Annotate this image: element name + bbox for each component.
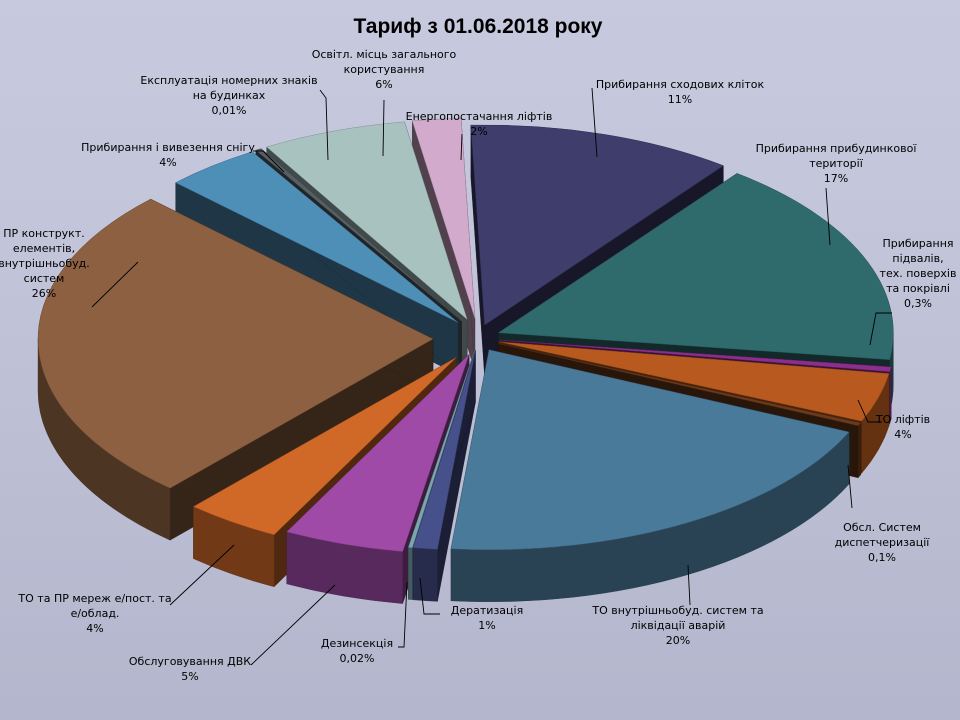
slice-labels: Прибирання сходових кліток 11%Прибирання … — [0, 48, 956, 683]
slice-label-line: ТО та ПР мереж е/пост. та — [17, 592, 171, 605]
slice-label-line: на будинках — [193, 89, 266, 102]
leader-line-2 — [825, 187, 831, 246]
leader-line-9 — [250, 584, 336, 666]
slice-label-5: Обсл. Систем диспетчеризації 0,1% — [835, 521, 931, 564]
slice-value-label: 17% — [824, 172, 848, 185]
slice-value-label: 0,1% — [868, 551, 896, 564]
slice-label-line: території — [809, 157, 863, 170]
slice-label-line: Обсл. Систем — [843, 521, 921, 534]
slice-value-label: 0,02% — [340, 652, 375, 665]
slice-value-label: 6% — [375, 78, 392, 91]
slice-label-1: Прибирання сходових кліток 11% — [596, 78, 765, 106]
slice-value-label: 20% — [666, 634, 690, 647]
slice-label-line: Прибирання сходових кліток — [596, 78, 765, 91]
pie-slice-7 — [412, 350, 476, 602]
pie-slices — [37, 118, 894, 604]
leader-line-11 — [91, 261, 139, 308]
slice-label-4: ТО ліфтів 4% — [875, 413, 930, 441]
slice-value-label: 26% — [32, 287, 56, 300]
slice-label-line: внутрішньобуд. — [0, 257, 90, 270]
slice-value-label: 5% — [181, 670, 198, 683]
slice-label-line: елементів, — [13, 242, 75, 255]
slice-label-line: користування — [344, 63, 425, 76]
leader-line-7 — [419, 577, 440, 615]
slice-value-label: 2% — [470, 125, 487, 138]
leader-line-10 — [169, 544, 235, 606]
slice-label-line: Обслуговування ДВК — [129, 655, 251, 668]
slice-label-14: Освітл. місць загального користування 6% — [312, 48, 457, 91]
slice-label-7: Дератизація 1% — [451, 604, 523, 632]
slice-label-3: Прибирання підвалів, тех. поверхів та покрі… — [880, 237, 957, 310]
slice-label-line: ПР конструкт. — [3, 227, 84, 240]
slice-label-10: ТО та ПР мереж е/пост. та е/облад. 4% — [17, 592, 171, 635]
slice-label-line: Освітл. місць загального — [312, 48, 457, 61]
slice-value-label: 4% — [86, 622, 103, 635]
pie-slice-6 — [450, 349, 850, 602]
slice-label-13: Експлуатація номерних знаків на будинках 0… — [140, 74, 317, 117]
slice-label-line: систем — [24, 272, 65, 285]
label-leaders — [91, 87, 892, 666]
slice-label-11: ПР конструкт. елементів, внутрішньобуд. сис… — [0, 227, 90, 300]
slice-label-6: ТО внутрішньобуд. систем та ліквідації ав… — [591, 604, 763, 647]
slice-label-line: Дезинсекція — [321, 637, 393, 650]
slice-label-line: та покрівлі — [886, 282, 950, 295]
slice-label-line: ліквідації аварій — [631, 619, 726, 632]
slice-label-line: підвалів, — [892, 252, 943, 265]
leader-line-8 — [398, 581, 408, 648]
slice-value-label: 1% — [478, 619, 495, 632]
leader-line-14 — [382, 99, 385, 157]
slice-label-9: Обслуговування ДВК 5% — [129, 655, 251, 683]
leader-line-12 — [253, 150, 285, 173]
slice-label-line: е/облад. — [71, 607, 120, 620]
leader-line-5 — [847, 464, 853, 509]
slice-label-line: Прибирання і вивезення снігу — [81, 141, 255, 154]
slice-label-line: ТО ліфтів — [875, 413, 930, 426]
leader-line-4 — [857, 399, 882, 423]
leader-line-13 — [319, 89, 329, 161]
slice-label-12: Прибирання і вивезення снігу 4% — [81, 141, 255, 169]
slice-label-line: Енергопостачання ліфтів — [406, 110, 553, 123]
slice-label-15: Енергопостачання ліфтів 2% — [406, 110, 553, 138]
slice-value-label: 4% — [894, 428, 911, 441]
slice-label-8: Дезинсекція 0,02% — [321, 637, 393, 665]
slice-value-label: 11% — [668, 93, 692, 106]
slice-value-label: 4% — [159, 156, 176, 169]
slice-value-label: 0,3% — [904, 297, 932, 310]
slice-label-line: тех. поверхів — [880, 267, 957, 280]
slice-label-line: Експлуатація номерних знаків — [140, 74, 317, 87]
leader-line-3 — [869, 312, 892, 346]
leader-line-6 — [687, 564, 691, 606]
leader-line-1 — [591, 87, 598, 158]
slice-label-line: ТО внутрішньобуд. систем та — [591, 604, 763, 617]
slice-label-line: Дератизація — [451, 604, 523, 617]
slice-label-line: Прибирання — [882, 237, 953, 250]
slice-label-2: Прибирання прибудинкової території 17% — [756, 142, 918, 185]
slice-label-line: Прибирання прибудинкової — [756, 142, 918, 155]
slice-label-line: диспетчеризації — [835, 536, 931, 549]
slice-value-label: 0,01% — [212, 104, 247, 117]
chart-title: Тариф з 01.06.2018 року — [354, 15, 603, 38]
leader-line-15 — [460, 133, 463, 161]
